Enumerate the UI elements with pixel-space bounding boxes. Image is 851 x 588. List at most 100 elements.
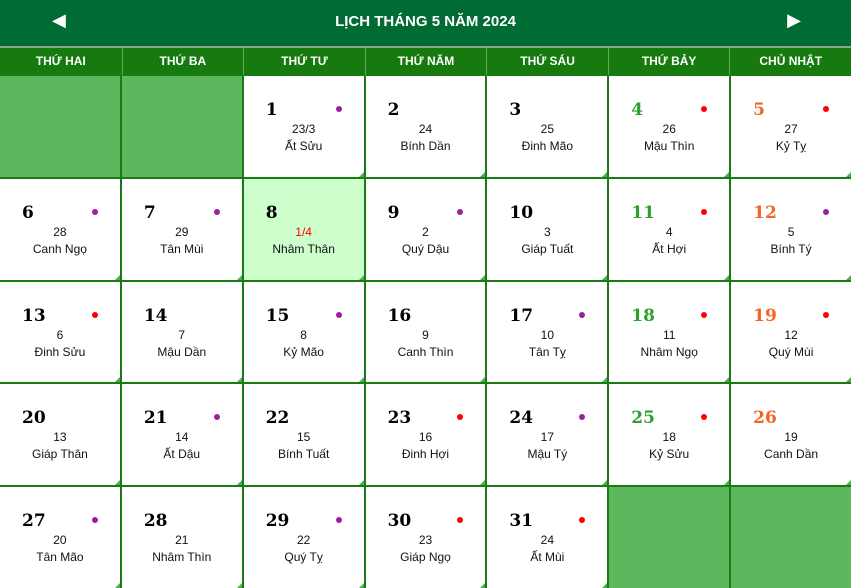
day-number: 11 [631,202,655,223]
day-cell-18[interactable]: 18 11 Nhâm Ngọ [609,281,730,383]
empty-cell [609,487,730,588]
divider [0,46,851,48]
day-cell-12[interactable]: 12 5 Bính Tý [731,178,851,280]
lunar-day-name: Canh Thìn [397,344,454,359]
weekday-monday: THỨ HAI [35,54,86,68]
lunar-day-name: Tân Tỵ [528,344,566,359]
day-cell-10[interactable]: 10 3 Giáp Tuất [487,178,608,280]
day-cell-17[interactable]: 17 10 Tân Tỵ [487,281,608,383]
day-cell-27[interactable]: 27 20 Tân Mão [0,487,120,588]
lunar-day-name: Tân Mão [36,550,84,565]
day-cell-7[interactable]: 7 29 Tân Mùi [121,178,242,280]
weekday-header-row: THỨ HAI THỨ BA THỨ TƯ THỨ NĂM THỨ SÁU TH… [0,48,851,75]
day-cell-26[interactable]: 26 19 Canh Dần [731,384,851,486]
lunar-date: 13 [53,430,67,445]
lunar-day-name: Nhâm Ngọ [640,344,698,359]
purple-dot-icon [213,414,220,421]
lunar-day-name: Mậu Thìn [643,139,695,153]
day-cell-24[interactable]: 24 17 Mậu Tý [487,384,608,486]
day-cell-29[interactable]: 29 22 Quý Tỵ [243,487,364,588]
weekday-friday: THỨ SÁU [486,48,608,75]
lunar-day-name: Quý Tỵ [284,550,323,565]
empty-cell [0,76,120,177]
lunar-day-name: Đinh Mão [521,139,574,153]
weekday-saturday: THỨ BẢY [607,48,730,75]
day-number: 4 [631,100,644,120]
red-dot-icon [457,517,464,524]
lunar-date: 23 [418,533,433,548]
weekday-tuesday: THỨ BA [121,48,244,75]
lunar-day-name: Giáp Ngọ [400,550,451,565]
red-dot-icon [91,311,98,318]
day-cell-20[interactable]: 20 13 Giáp Thân [0,384,120,486]
day-cell-16[interactable]: 16 9 Canh Thìn [365,281,486,383]
lunar-date: 24 [540,533,555,548]
lunar-date: 2 [422,224,429,239]
day-cell-9[interactable]: 9 2 Quý Dậu [365,178,486,280]
day-cell-4[interactable]: 4 26 Mậu Thìn [609,76,730,177]
lunar-date: 10 [540,327,555,342]
purple-dot-icon [822,208,829,215]
day-cell-25[interactable]: 25 18 Kỷ Sửu [609,384,730,486]
lunar-date: 16 [418,430,433,445]
lunar-date: 23/3 [291,122,316,136]
lunar-day-name: Nhâm Thân [272,241,335,256]
prev-month-icon[interactable]: ◀ [52,10,66,31]
lunar-date: 7 [178,327,186,342]
day-cell-3[interactable]: 3 25 Đinh Mão [487,76,608,177]
lunar-day-name: Đinh Sửu [34,344,86,359]
day-cell-14[interactable]: 14 7 Mậu Dần [121,281,242,383]
day-cell-11[interactable]: 11 4 Ất Hợi [609,178,730,280]
lunar-day-name: Canh Dần [764,447,819,462]
day-number: 30 [387,511,412,532]
day-cell-2[interactable]: 2 24 Bính Dần [365,76,486,177]
day-number: 26 [753,408,777,429]
day-number: 3 [509,100,522,120]
lunar-date: 8 [300,327,307,342]
day-cell-8[interactable]: 8 1/4 Nhâm Thân [243,178,364,280]
lunar-date: 26 [662,122,676,136]
day-number: 15 [265,305,290,326]
lunar-date: 29 [175,224,189,239]
red-dot-icon [822,311,829,318]
day-number: 18 [631,305,655,326]
lunar-date: 20 [53,533,67,548]
lunar-date: 6 [56,327,64,342]
day-cell-5[interactable]: 5 27 Kỷ Tỵ [731,76,851,177]
lunar-date: 24 [418,122,433,136]
lunar-date: 25 [540,122,555,136]
day-cell-23[interactable]: 23 16 Đinh Hợi [365,384,486,486]
lunar-day-name: Ất Sửu [284,139,323,153]
lunar-day-name: Nhâm Thìn [152,550,212,565]
next-month-icon[interactable]: ▶ [787,10,801,31]
day-number: 17 [509,305,534,326]
lunar-day-name: Bính Dần [400,139,451,153]
lunar-day-name: Quý Mùi [768,344,814,359]
lunar-day-name: Bính Tý [770,241,812,256]
day-cell-21[interactable]: 21 14 Ất Dậu [121,384,242,486]
day-cell-6[interactable]: 6 28 Canh Ngọ [0,178,120,280]
day-cell-15[interactable]: 15 8 Kỷ Mão [243,281,364,383]
day-cell-22[interactable]: 22 15 Bính Tuất [243,384,364,486]
lunar-date: 3 [544,224,551,239]
lunar-day-name: Kỷ Mão [283,344,324,359]
day-number: 7 [143,202,156,223]
page-title: LỊCH THÁNG 5 NĂM 2024 [335,13,516,30]
red-dot-icon [701,414,708,421]
day-number: 13 [22,305,46,326]
day-cell-31[interactable]: 31 24 Ất Mùi [487,487,608,588]
lunar-date: 21 [175,533,189,548]
red-dot-icon [701,106,708,112]
day-cell-30[interactable]: 30 23 Giáp Ngọ [365,487,486,588]
day-cell-13[interactable]: 13 6 Đinh Sửu [0,281,120,383]
weekday-sunday: CHỦ NHẬT [729,48,851,75]
weekday-wednesday: THỨ TƯ [243,48,365,75]
day-cell-1[interactable]: 1 23/3 Ất Sửu [243,76,364,177]
purple-dot-icon [457,208,464,215]
lunar-date: 1/4 [295,224,312,239]
day-cell-19[interactable]: 19 12 Quý Mùi [731,281,851,383]
day-number: 28 [143,511,168,532]
day-number: 23 [387,408,412,429]
day-cell-28[interactable]: 28 21 Nhâm Thìn [121,487,242,588]
day-number: 2 [387,100,400,120]
